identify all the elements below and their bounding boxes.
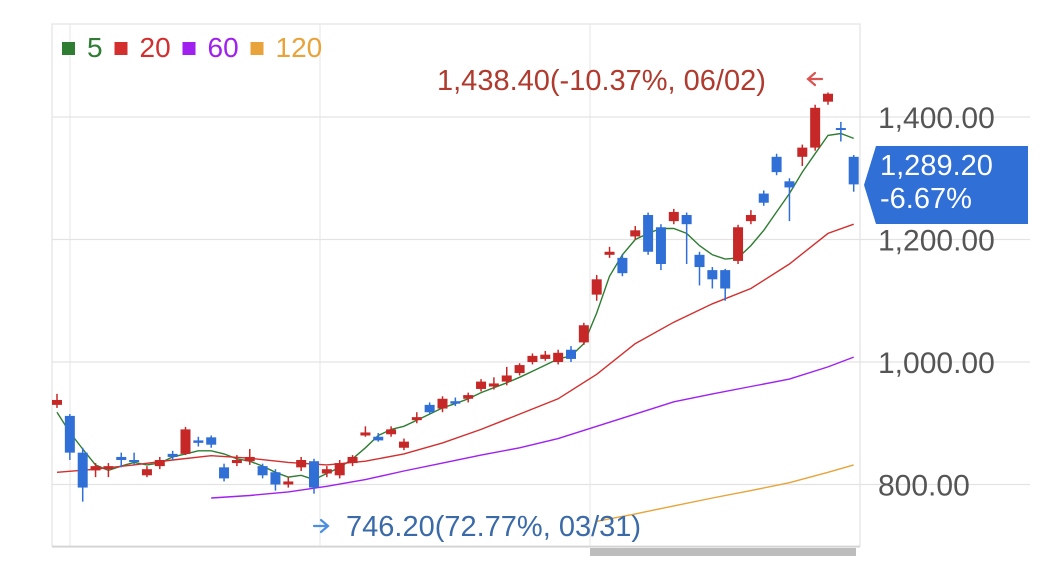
candle-body xyxy=(270,472,281,485)
candle-body xyxy=(784,181,795,188)
y-tick-label: 1,200.00 xyxy=(878,225,995,258)
candle-body xyxy=(437,398,448,409)
candle-body xyxy=(578,325,589,343)
y-tick-label: 1,400.00 xyxy=(878,102,995,135)
moving-average-line-20 xyxy=(56,223,854,473)
candle-body xyxy=(129,460,140,462)
candle-body xyxy=(206,437,217,445)
legend-label-20: 20 xyxy=(140,32,171,63)
candle-body xyxy=(476,381,487,389)
legend-label-120: 120 xyxy=(276,32,323,63)
y-tick-label: 1,000.00 xyxy=(878,347,995,380)
candle-body xyxy=(527,355,538,362)
candle-body xyxy=(591,279,602,295)
legend-label-5: 5 xyxy=(87,32,103,63)
candle-body xyxy=(514,365,525,374)
candle-body xyxy=(386,429,397,435)
candle-body xyxy=(90,466,101,471)
y-tick-label: 800.00 xyxy=(878,470,970,503)
candle-body xyxy=(540,354,551,359)
candle-body xyxy=(244,456,255,462)
candle-body xyxy=(321,469,332,474)
candle-body xyxy=(694,254,705,268)
legend-label-60: 60 xyxy=(208,32,239,63)
candle-body xyxy=(77,452,88,488)
candle-body xyxy=(347,456,358,464)
low-arrow-icon xyxy=(312,518,330,534)
low-price-annotation: 746.20(72.77%, 03/31) xyxy=(346,511,641,543)
candle-body xyxy=(771,156,782,173)
candle-body xyxy=(309,461,319,488)
candle-body xyxy=(257,466,268,476)
candle-body xyxy=(848,156,859,185)
candle-body xyxy=(334,463,345,476)
candle-body xyxy=(823,93,833,102)
plot-frame xyxy=(51,23,861,547)
candle-body xyxy=(52,399,62,405)
candle-body xyxy=(733,227,744,261)
candle-body xyxy=(424,404,435,413)
candle-body xyxy=(116,456,127,460)
candle-body xyxy=(463,395,474,399)
legend-swatch-5 xyxy=(62,42,75,55)
candle-body xyxy=(398,441,409,448)
candle-body xyxy=(373,436,384,441)
candle-body xyxy=(141,469,152,476)
candle-body xyxy=(180,429,191,454)
candle-body xyxy=(681,215,692,225)
candle-body xyxy=(488,383,499,387)
candle-body xyxy=(707,270,718,280)
candle-body xyxy=(566,349,576,359)
candle-body xyxy=(450,401,461,404)
candle-body xyxy=(64,415,75,453)
candle-body xyxy=(720,270,731,289)
candle-body xyxy=(553,352,564,362)
candle-body xyxy=(655,227,666,264)
current-change: -6.67% xyxy=(880,183,972,215)
candle-body xyxy=(604,251,615,255)
high-arrow-icon xyxy=(806,71,824,87)
candle-body xyxy=(360,432,371,436)
high-price-annotation: 1,438.40(-10.37%, 06/02) xyxy=(437,65,766,97)
current-price-tag xyxy=(864,146,1028,224)
candle-body xyxy=(193,440,204,443)
candle-body xyxy=(797,147,808,157)
candle-body xyxy=(835,128,846,131)
horizontal-scrollbar-thumb xyxy=(590,548,856,556)
legend-swatch-120 xyxy=(250,42,264,55)
candle-body xyxy=(167,453,178,457)
candle-body xyxy=(810,107,821,148)
candle-body xyxy=(103,466,114,470)
candle-body xyxy=(630,230,641,237)
candle-body xyxy=(154,460,165,467)
candle-body xyxy=(283,481,294,485)
candle-body xyxy=(758,193,769,203)
candle-body xyxy=(219,467,230,479)
candle-body xyxy=(668,211,679,222)
current-price: 1,289.20 xyxy=(880,150,993,182)
candle-body xyxy=(745,215,756,222)
candle-body xyxy=(231,460,242,464)
moving-average-line-5 xyxy=(56,132,854,481)
candle-body xyxy=(643,215,654,252)
candle-body xyxy=(296,460,307,468)
candle-body xyxy=(501,375,512,382)
moving-average-line-60 xyxy=(211,356,854,499)
moving-average-line-120 xyxy=(596,464,854,522)
candle-body xyxy=(617,257,628,274)
candle-body xyxy=(411,417,422,421)
legend-swatch-60 xyxy=(182,42,196,55)
legend-swatch-20 xyxy=(114,42,128,55)
